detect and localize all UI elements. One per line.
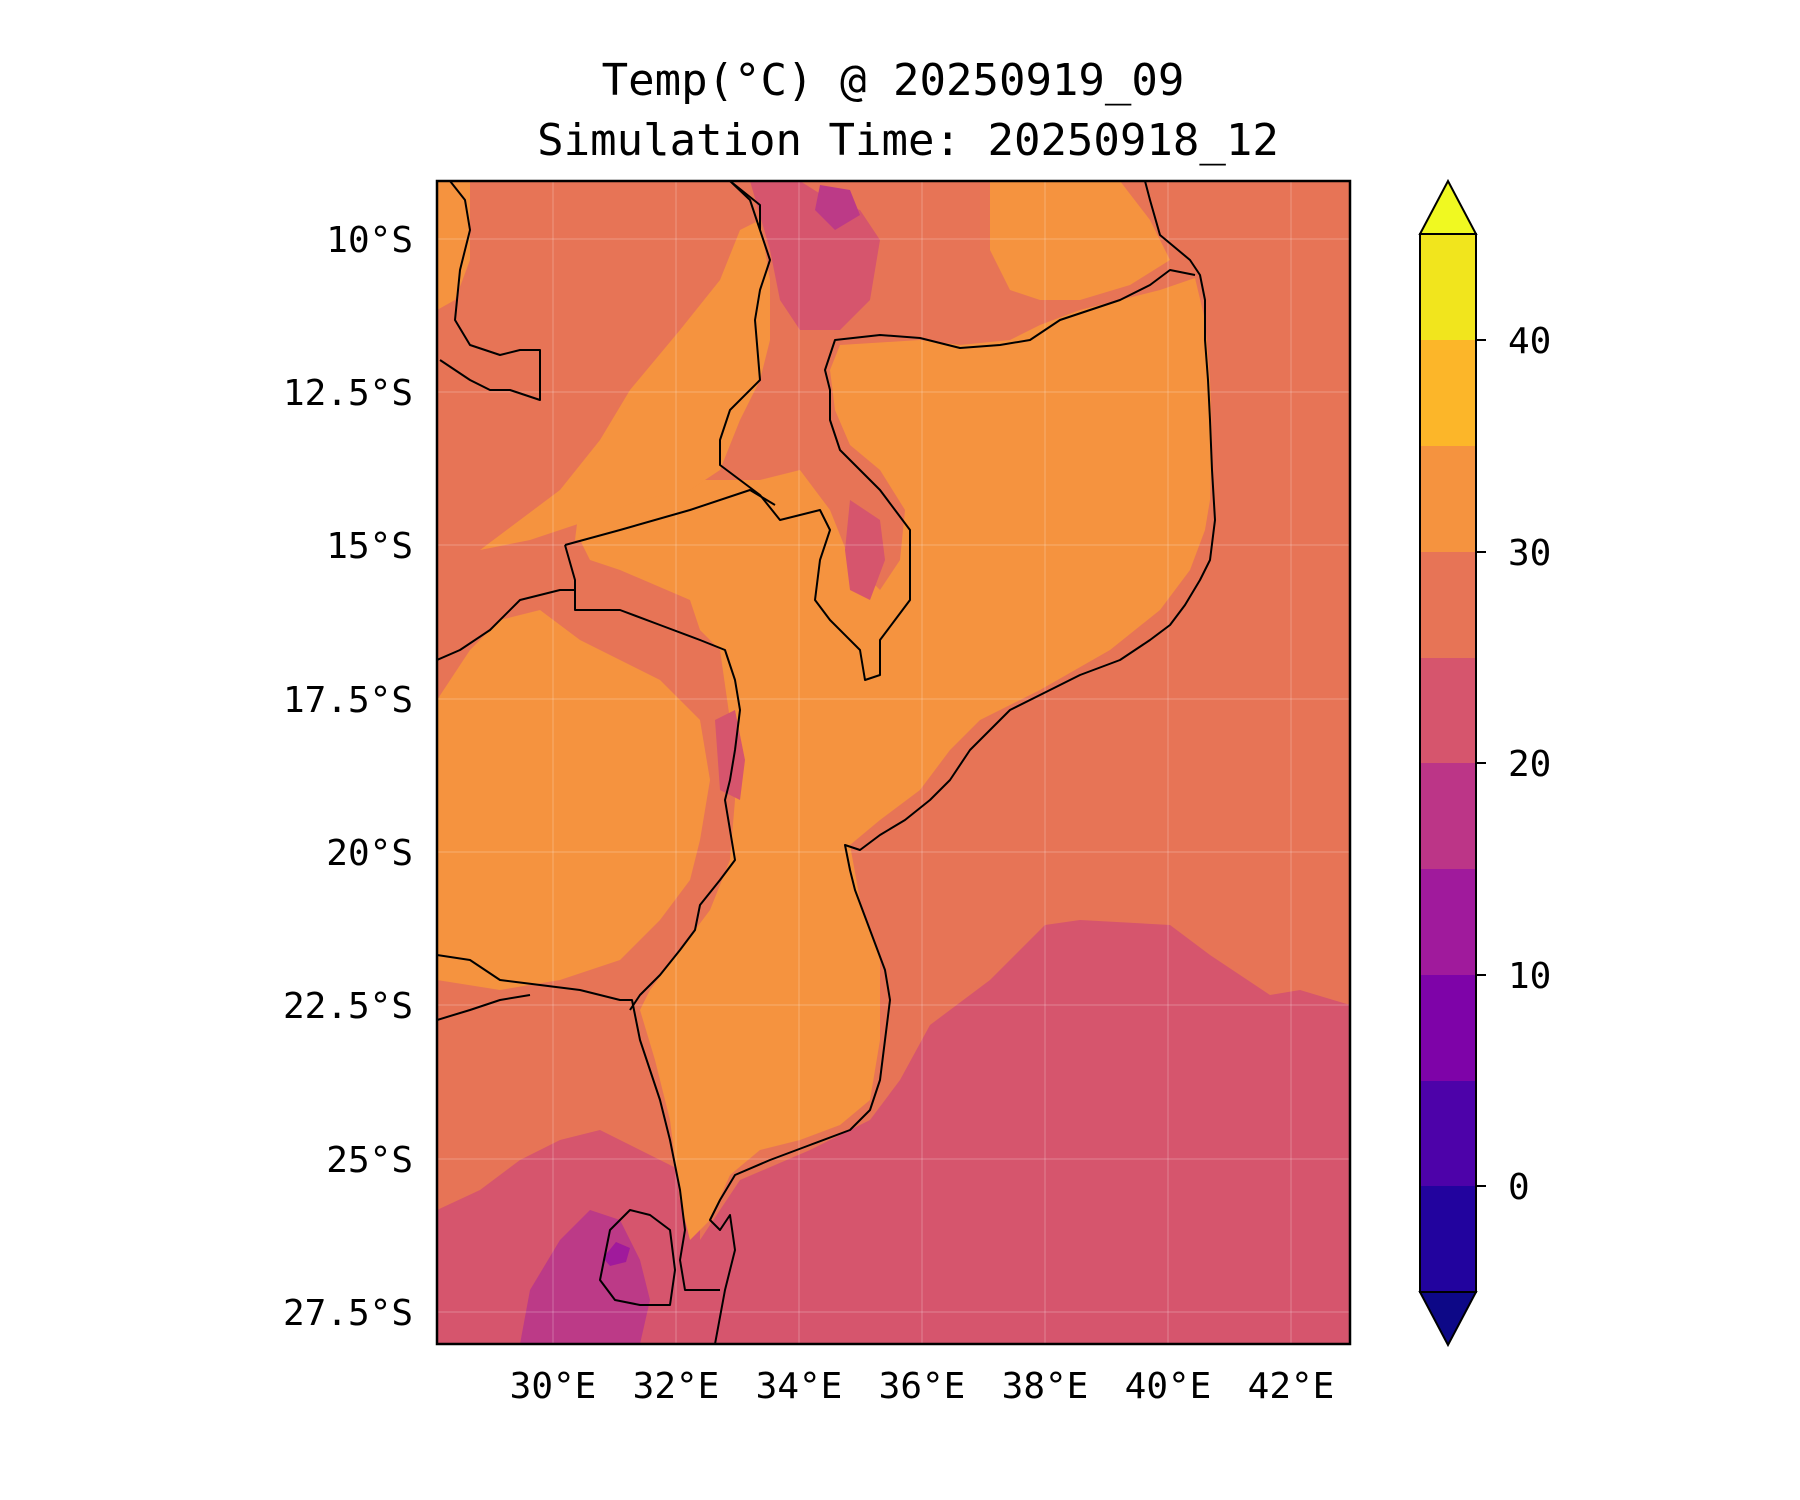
title-line-1: Temp(°C) @ 20250919_09 xyxy=(602,55,1185,106)
map-frame xyxy=(435,179,1352,1346)
colorbar-bin xyxy=(1420,658,1476,763)
border-eswatini xyxy=(599,1209,676,1306)
coldest-spot xyxy=(603,1242,630,1266)
warm-land-mozambique xyxy=(575,278,1212,1240)
colorbar-bin xyxy=(1420,1186,1476,1292)
lon-tick-label: 34°E xyxy=(756,1366,843,1407)
longitude-axis: 30°E 32°E 34°E 36°E 38°E 40°E 42°E xyxy=(510,1366,1335,1407)
colorbar-tick-label: 40 xyxy=(1508,321,1551,362)
lat-tick-label: 27.5°S xyxy=(283,1293,413,1334)
border-tanzania-zambia xyxy=(729,181,761,230)
colorbar-bin xyxy=(1420,763,1476,869)
lat-tick-label: 10°S xyxy=(326,220,413,261)
gridlines xyxy=(437,181,1350,1344)
latitude-axis: 10°S 12.5°S 15°S 17.5°S 20°S 22.5°S 25°S… xyxy=(283,220,413,1334)
colorbar-bin xyxy=(1420,869,1476,975)
border-zambia-mozambique xyxy=(564,489,776,546)
colorbar-ticks xyxy=(1476,339,1486,1187)
colorbar-bin xyxy=(1420,1081,1476,1186)
colorbar: 0 10 20 30 40 xyxy=(1418,178,1551,1348)
cool-highland-nw-spot xyxy=(815,185,860,230)
warm-land-northern-strip xyxy=(990,181,1170,300)
lat-tick-label: 22.5°S xyxy=(283,986,413,1027)
colorbar-tick-label: 20 xyxy=(1508,744,1551,785)
border-botswana xyxy=(437,994,531,1021)
border-zambia-drc xyxy=(439,181,541,401)
lon-tick-label: 30°E xyxy=(510,1366,597,1407)
colorbar-bin xyxy=(1420,340,1476,446)
border-south-africa xyxy=(437,954,720,1291)
lon-tick-label: 38°E xyxy=(1002,1366,1089,1407)
lon-tick-label: 32°E xyxy=(633,1366,720,1407)
border-mozambique-zimbabwe xyxy=(564,544,741,1011)
lon-tick-label: 36°E xyxy=(879,1366,966,1407)
lat-tick-label: 15°S xyxy=(326,526,413,567)
lat-tick-label: 12.5°S xyxy=(283,373,413,414)
lat-tick-label: 25°S xyxy=(326,1140,413,1181)
colorbar-bins xyxy=(1420,234,1476,1292)
colorbar-tick-label: 0 xyxy=(1508,1167,1530,1208)
colorbar-top-arrow xyxy=(1418,178,1478,235)
lon-tick-label: 40°E xyxy=(1125,1366,1212,1407)
cool-highland-malawi-south xyxy=(845,500,885,600)
lat-tick-label: 20°S xyxy=(326,833,413,874)
coastline xyxy=(709,181,1216,1344)
colorbar-bottom-arrow xyxy=(1418,1291,1478,1348)
warm-land-west-edge xyxy=(437,181,470,310)
title-line-2: Simulation Time: 20250918_12 xyxy=(537,115,1279,166)
colorbar-tick-label: 10 xyxy=(1508,956,1551,997)
lat-tick-label: 17.5°S xyxy=(283,680,413,721)
colorbar-tick-label: 30 xyxy=(1508,533,1551,574)
cool-sea-region xyxy=(700,920,1350,1344)
colorbar-bin xyxy=(1420,975,1476,1081)
colorbar-bin xyxy=(1420,234,1476,340)
border-malawi xyxy=(719,181,1196,681)
warm-land-zambia xyxy=(480,220,770,550)
border-zimbabwe-zambia xyxy=(437,589,575,661)
colorbar-bin xyxy=(1420,446,1476,552)
lon-tick-label: 42°E xyxy=(1248,1366,1335,1407)
warm-land-zimbabwe xyxy=(437,610,710,990)
map-panel xyxy=(437,181,1350,1344)
colorbar-bin xyxy=(1420,552,1476,658)
